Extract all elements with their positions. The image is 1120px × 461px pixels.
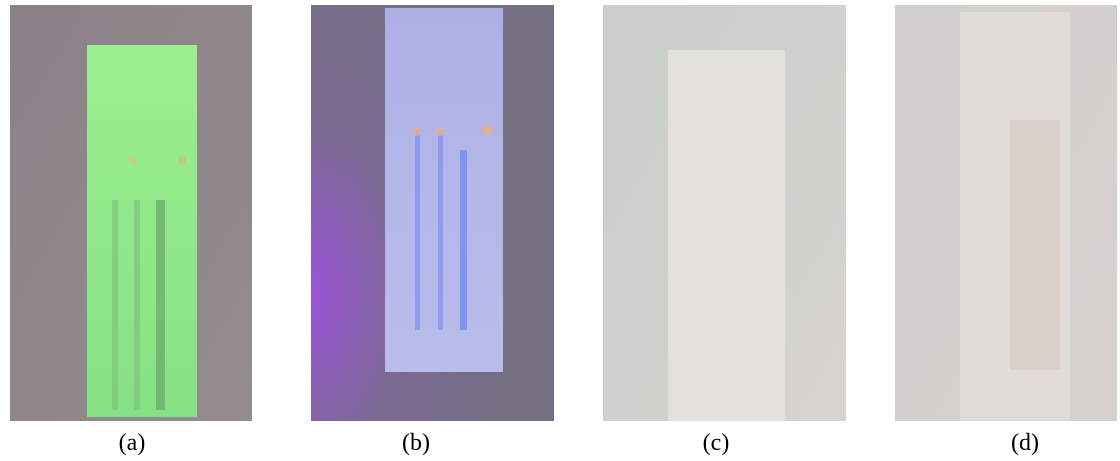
lane	[112, 200, 118, 410]
plate	[960, 12, 1070, 421]
spot	[436, 128, 444, 136]
panel-d: (d)	[895, 5, 1117, 456]
panel-c: (c)	[603, 5, 846, 456]
panel-a: (a)	[10, 5, 252, 456]
lane	[460, 150, 467, 330]
spot	[413, 128, 421, 136]
spot	[178, 156, 186, 164]
plate	[385, 8, 503, 372]
lane	[156, 200, 165, 410]
stain	[1010, 120, 1060, 370]
lane	[415, 130, 420, 330]
plate	[87, 45, 197, 417]
panel-label: (c)	[703, 430, 730, 456]
spot	[483, 125, 493, 135]
spot	[129, 156, 137, 164]
lane	[134, 200, 140, 410]
panel-label: (d)	[1011, 430, 1039, 456]
panel-b: (b)	[311, 5, 554, 456]
plate	[668, 50, 785, 421]
lane	[438, 130, 443, 330]
panel-label: (a)	[119, 430, 146, 456]
panel-label: (b)	[402, 430, 430, 456]
